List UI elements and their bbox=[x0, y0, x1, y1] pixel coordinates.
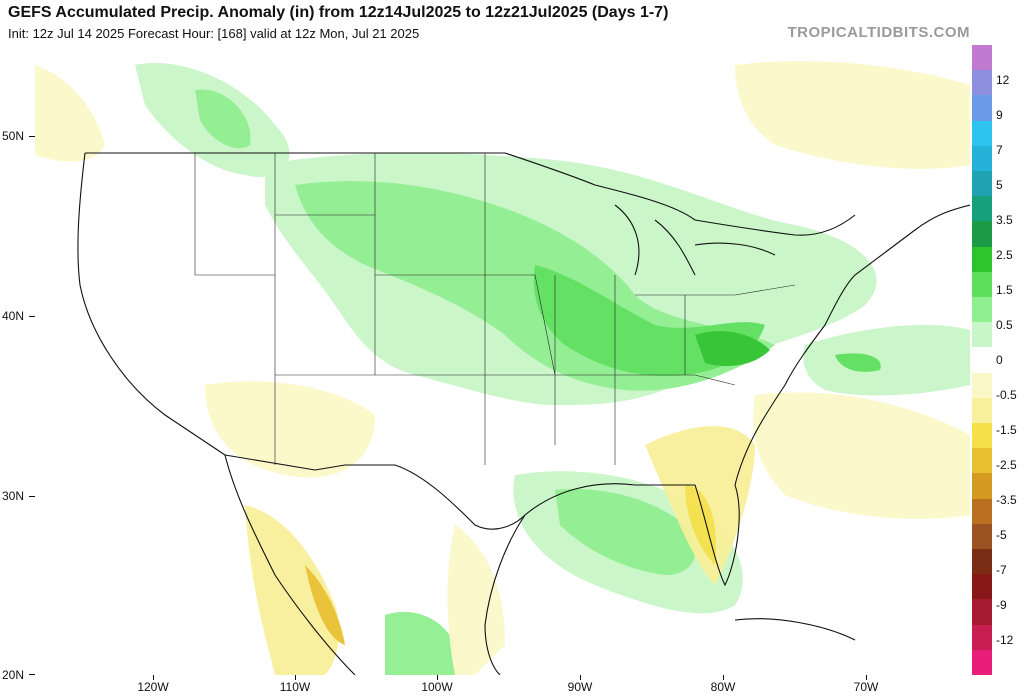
lat-tick bbox=[29, 136, 35, 137]
lon-label-100w: 100W bbox=[421, 680, 453, 694]
wet-region-mid-atlantic-core bbox=[695, 330, 770, 367]
legend-color-cell bbox=[972, 473, 992, 500]
lon-tick bbox=[295, 675, 296, 680]
dry-region-florida-core bbox=[685, 485, 716, 565]
map-canvas bbox=[35, 61, 970, 675]
legend-label: 3.5 bbox=[996, 213, 1013, 227]
lon-label-120w: 120W bbox=[137, 680, 169, 694]
dry-region-western-mexico-core bbox=[305, 565, 345, 645]
dry-region-western-mexico bbox=[245, 505, 340, 675]
legend-color-cell bbox=[972, 549, 992, 575]
legend-label: 0 bbox=[996, 353, 1003, 367]
legend-label: -2.5 bbox=[996, 458, 1017, 472]
brand-logo[interactable]: TROPICALTIDBITS.COM bbox=[787, 24, 970, 41]
lon-tick bbox=[866, 675, 867, 680]
legend-label: 9 bbox=[996, 108, 1003, 122]
lat-label-40n: 40N bbox=[2, 309, 25, 323]
dry-region-northwest bbox=[35, 65, 105, 162]
legend-color-cell bbox=[972, 574, 992, 600]
precip-anomaly-map bbox=[35, 45, 970, 675]
wet-region-atlantic bbox=[803, 325, 970, 396]
legend-color-cell bbox=[972, 523, 992, 550]
legend-color-cell bbox=[972, 221, 992, 248]
mexico-east-coast bbox=[484, 514, 526, 675]
us-mexico-border bbox=[224, 454, 526, 530]
map-boundaries bbox=[77, 152, 970, 675]
legend-label: 0.5 bbox=[996, 318, 1013, 332]
legend-label: 2.5 bbox=[996, 248, 1013, 262]
lat-tick bbox=[29, 674, 35, 675]
legend-color-cell bbox=[972, 171, 992, 197]
legend-color-cell bbox=[972, 599, 992, 626]
lat-label-20n: 20N bbox=[2, 668, 25, 682]
dry-region-northeast-canada bbox=[735, 61, 970, 169]
legend-color-cell bbox=[972, 45, 992, 71]
legend-label: 1.5 bbox=[996, 283, 1013, 297]
lon-label-70w: 70W bbox=[853, 680, 879, 694]
great-lakes bbox=[614, 204, 776, 276]
mexico-west-coast bbox=[224, 454, 356, 675]
legend-color-cell bbox=[972, 322, 992, 348]
lon-label-80w: 80W bbox=[710, 680, 736, 694]
lon-tick bbox=[437, 675, 438, 680]
dry-region-west-atlantic bbox=[753, 392, 970, 519]
us-canada-border bbox=[85, 152, 856, 236]
lon-label-110w: 110W bbox=[279, 680, 311, 694]
legend-color-cell bbox=[972, 624, 992, 651]
legend-color-cell bbox=[972, 70, 992, 96]
legend-color-cell bbox=[972, 347, 992, 374]
lat-label-50n: 50N bbox=[2, 129, 25, 143]
chart-subtitle: Init: 12z Jul 14 2025 Forecast Hour: [16… bbox=[8, 26, 420, 41]
gulf-coast bbox=[524, 483, 740, 587]
legend-label: 7 bbox=[996, 143, 1003, 157]
legend-color-cell bbox=[972, 120, 992, 147]
lat-tick bbox=[29, 496, 35, 497]
lon-tick bbox=[723, 675, 724, 680]
dry-region-gulf-west bbox=[447, 525, 505, 675]
color-legend bbox=[972, 45, 992, 676]
legend-label: -0.5 bbox=[996, 388, 1017, 402]
legend-color-cell bbox=[972, 297, 992, 323]
wet-region-atlantic-core bbox=[835, 353, 881, 372]
wet-anomaly-layer bbox=[135, 63, 970, 675]
legend-label: -12 bbox=[996, 633, 1014, 647]
lat-tick bbox=[29, 316, 35, 317]
lat-label-30n: 30N bbox=[2, 489, 25, 503]
legend-color-cell bbox=[972, 271, 992, 298]
cuba bbox=[734, 618, 856, 641]
legend-label: -1.5 bbox=[996, 423, 1017, 437]
legend-label: -3.5 bbox=[996, 493, 1017, 507]
wet-region-pacific-northwest-core bbox=[195, 89, 251, 149]
lon-label-90w: 90W bbox=[567, 680, 593, 694]
legend-label: 5 bbox=[996, 178, 1003, 192]
dry-anomaly-layer bbox=[35, 61, 970, 675]
legend-color-cell bbox=[972, 145, 992, 172]
legend-color-cell bbox=[972, 397, 992, 424]
legend-label: -7 bbox=[996, 563, 1007, 577]
us-pacific-coast bbox=[77, 152, 226, 456]
wet-region-gulf-core bbox=[555, 489, 696, 575]
atlantic-coast bbox=[734, 204, 970, 486]
wet-region-mexico-south bbox=[385, 611, 455, 675]
legend-color-cell bbox=[972, 196, 992, 222]
dry-region-desert-southwest bbox=[205, 381, 375, 478]
legend-color-cell bbox=[972, 372, 992, 399]
legend-color-cell bbox=[972, 649, 992, 676]
legend-color-cell bbox=[972, 246, 992, 273]
state-borders bbox=[194, 153, 796, 465]
chart-title: GEFS Accumulated Precip. Anomaly (in) fr… bbox=[8, 4, 669, 21]
legend-label: -5 bbox=[996, 528, 1007, 542]
lon-tick bbox=[153, 675, 154, 680]
lon-tick bbox=[580, 675, 581, 680]
legend-color-cell bbox=[972, 95, 992, 122]
legend-label: -9 bbox=[996, 598, 1007, 612]
legend-label: 12 bbox=[996, 73, 1010, 87]
legend-color-cell bbox=[972, 448, 992, 474]
legend-color-cell bbox=[972, 498, 992, 525]
legend-color-cell bbox=[972, 423, 992, 449]
